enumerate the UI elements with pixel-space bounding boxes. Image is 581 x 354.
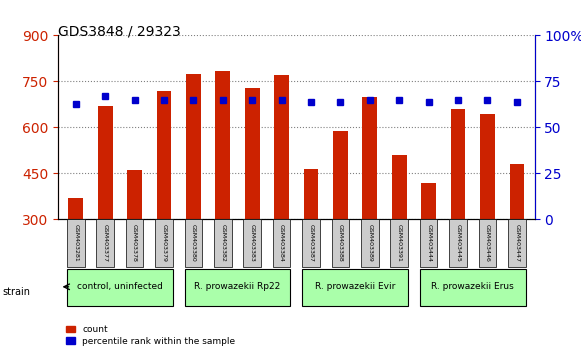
Bar [304,169,318,219]
FancyBboxPatch shape [302,219,320,267]
FancyBboxPatch shape [96,219,114,267]
FancyBboxPatch shape [332,219,349,267]
Text: GSM403384: GSM403384 [279,224,284,262]
Bar [157,91,171,219]
Text: R. prowazekii Rp22: R. prowazekii Rp22 [195,282,281,291]
Bar [392,155,407,219]
FancyBboxPatch shape [479,219,496,267]
Text: GSM403391: GSM403391 [397,224,401,262]
Text: GSM403377: GSM403377 [103,224,107,262]
Text: GSM403389: GSM403389 [367,224,372,262]
FancyBboxPatch shape [449,219,467,267]
Text: control, uninfected: control, uninfected [77,282,163,291]
FancyBboxPatch shape [302,269,408,306]
FancyBboxPatch shape [420,219,437,267]
Legend: count, percentile rank within the sample: count, percentile rank within the sample [63,321,239,349]
FancyBboxPatch shape [185,269,290,306]
FancyBboxPatch shape [67,219,85,267]
FancyBboxPatch shape [273,219,290,267]
Text: GSM403444: GSM403444 [426,224,431,262]
Text: GSM403383: GSM403383 [250,224,254,262]
Text: GSM403388: GSM403388 [338,224,343,262]
FancyBboxPatch shape [214,219,232,267]
Bar [480,114,495,219]
Bar [186,74,200,219]
Bar [69,198,83,219]
Bar [127,170,142,219]
FancyBboxPatch shape [155,219,173,267]
Bar [274,75,289,219]
Bar [216,71,230,219]
FancyBboxPatch shape [420,269,526,306]
Text: GSM403382: GSM403382 [220,224,225,262]
FancyBboxPatch shape [390,219,408,267]
Text: GDS3848 / 29323: GDS3848 / 29323 [58,25,181,39]
Text: GSM403379: GSM403379 [162,224,167,262]
Bar [98,106,113,219]
Bar [421,183,436,219]
FancyBboxPatch shape [361,219,379,267]
Text: GSM403378: GSM403378 [132,224,137,262]
Text: GSM403281: GSM403281 [73,224,78,262]
Text: GSM403380: GSM403380 [191,224,196,262]
Text: R. prowazekii Evir: R. prowazekii Evir [315,282,395,291]
FancyBboxPatch shape [67,269,173,306]
Text: strain: strain [3,287,31,297]
FancyBboxPatch shape [125,219,144,267]
FancyBboxPatch shape [243,219,261,267]
Bar [363,97,377,219]
FancyBboxPatch shape [185,219,202,267]
Text: GSM403447: GSM403447 [514,224,519,262]
Bar [451,109,465,219]
Text: GSM403445: GSM403445 [456,224,461,262]
Text: R. prowazekii Erus: R. prowazekii Erus [431,282,514,291]
FancyBboxPatch shape [508,219,526,267]
Bar [510,164,524,219]
Text: GSM403446: GSM403446 [485,224,490,262]
Bar [333,131,348,219]
Text: GSM403387: GSM403387 [309,224,314,262]
Bar [245,87,260,219]
